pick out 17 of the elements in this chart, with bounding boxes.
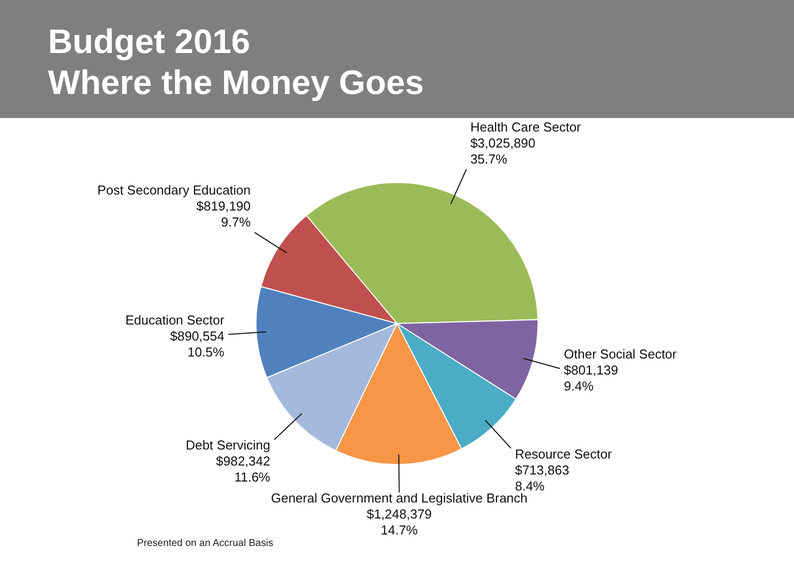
slice-label: Resource Sector	[514, 446, 612, 462]
data-label: $890,554 10.5%	[170, 328, 225, 360]
slice-label: Post Secondary Education	[97, 182, 251, 198]
data-label: $801,139 9.4%	[564, 362, 618, 394]
slice-label: Other Social Sector	[564, 346, 678, 362]
slice-label: Debt Servicing	[186, 438, 270, 453]
text: Presented on an Accrual Basis	[137, 538, 274, 549]
data-label: $819,190 9.7%	[196, 198, 252, 230]
chart-subtitle: Where the Money Goes	[48, 63, 425, 104]
data-label: $1,248,379 14.7%	[366, 506, 432, 538]
chart-title: Budget 2016	[48, 22, 252, 63]
data-label: $3,025,890 35.7%	[470, 135, 536, 166]
data-label: $713,863 8.4%	[514, 462, 570, 494]
slice-label: General Government and Legislative Branch	[270, 490, 528, 506]
slice-label: Education Sector	[125, 312, 226, 328]
data-label: $982,342 11.6%	[216, 454, 271, 485]
slice-label: Health Care Sector	[470, 119, 582, 134]
